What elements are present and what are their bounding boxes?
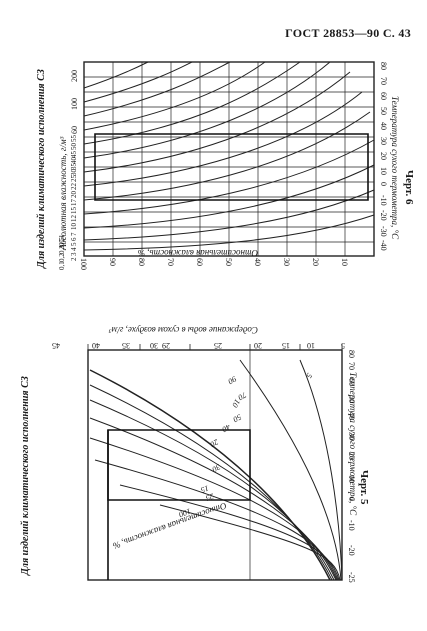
abs-curve [83, 91, 363, 187]
right-region-box [94, 133, 369, 201]
right-abs-tick: 50 [70, 143, 78, 150]
right-rh-tick: 70 [166, 258, 175, 266]
abs-curve [83, 61, 193, 103]
abs-curve [83, 61, 331, 159]
right-axis-rh-label: Относительная влажность, % [137, 248, 258, 258]
right-temp-tick: 0 [379, 182, 388, 186]
curve-rh-15 [159, 504, 341, 581]
right-temp-tick: 20 [379, 152, 388, 160]
right-abs-tick: 20 [70, 191, 78, 198]
right-abs-tick: 22 [70, 183, 78, 190]
abs-curve [83, 164, 375, 229]
right-temp-tick: 50 [379, 107, 388, 115]
curve-rh-10 [239, 359, 342, 581]
right-abs-tick: 0,1 [58, 261, 66, 270]
right-rh-tick: 40 [253, 258, 262, 266]
curve-rh-90 [89, 384, 333, 581]
right-temp-tick: 30 [379, 137, 388, 145]
page-header: ГОСТ 28853—90 С. 43 [285, 26, 411, 40]
right-abs-tick: 5 [70, 242, 78, 247]
right-temp-tick: 80 [379, 62, 388, 70]
right-abs-tick: 100 [70, 98, 79, 110]
curve-rh-40 [89, 437, 338, 581]
right-abs-tick: 7 [70, 232, 78, 237]
right-temp-tick: 40 [379, 122, 388, 130]
right-temp-tick: 60 [379, 92, 388, 100]
right-rh-tick: 80 [137, 258, 146, 266]
right-axis-temp-label: Температура сухого термометра, °С [390, 96, 400, 240]
right-temp-tick: -10 [379, 195, 388, 206]
right-abs-tick: 4 [70, 247, 78, 252]
right-axis-abs-label: Абсолютная влажность, г/м³ [58, 136, 68, 250]
curve-rh-100 [89, 369, 331, 581]
curve-rh-30 [94, 459, 339, 581]
right-temp-tick: -40 [379, 240, 388, 251]
right-abs-tick: 17 [70, 199, 78, 206]
right-abs-tick: 12 [70, 215, 78, 222]
right-abs-tick: 25 [70, 175, 78, 182]
abs-curve [83, 61, 149, 89]
abs-curve [83, 139, 375, 215]
abs-curve [83, 61, 301, 145]
abs-curve [83, 71, 351, 173]
right-rh-tick: 100 [79, 258, 88, 270]
right-rh-tick: 30 [282, 258, 291, 266]
abs-curve [83, 61, 231, 117]
curve-rh-70 [89, 399, 335, 581]
right-abs-tick: 6 [70, 237, 78, 242]
right-temp-tick: 10 [379, 167, 388, 175]
right-rh-tick: 60 [195, 258, 204, 266]
right-rh-tick: 90 [108, 258, 117, 266]
curve-rh-50 [89, 417, 337, 581]
abs-curve [83, 61, 266, 131]
right-rh-tick: 10 [340, 258, 349, 266]
right-abs-tick: 2 [70, 257, 78, 262]
right-abs-tick: 200 [70, 70, 79, 82]
right-abs-tick: 60 [70, 126, 79, 134]
right-abs-tick: 15 [70, 207, 78, 214]
right-rh-tick: 50 [224, 258, 233, 266]
right-temp-tick: -20 [379, 210, 388, 221]
right-temp-tick: -30 [379, 226, 388, 237]
right-abs-tick: 55 [70, 135, 78, 142]
abs-curve [83, 111, 371, 201]
right-abs-tick: 3 [70, 252, 78, 257]
abs-curve [83, 214, 375, 251]
curve-rh-5 [299, 359, 343, 581]
right-temp-tick: 70 [379, 77, 388, 85]
right-rh-tick: 20 [311, 258, 320, 266]
abs-curve [83, 189, 375, 241]
right-abs-tick: 10 [70, 223, 78, 230]
